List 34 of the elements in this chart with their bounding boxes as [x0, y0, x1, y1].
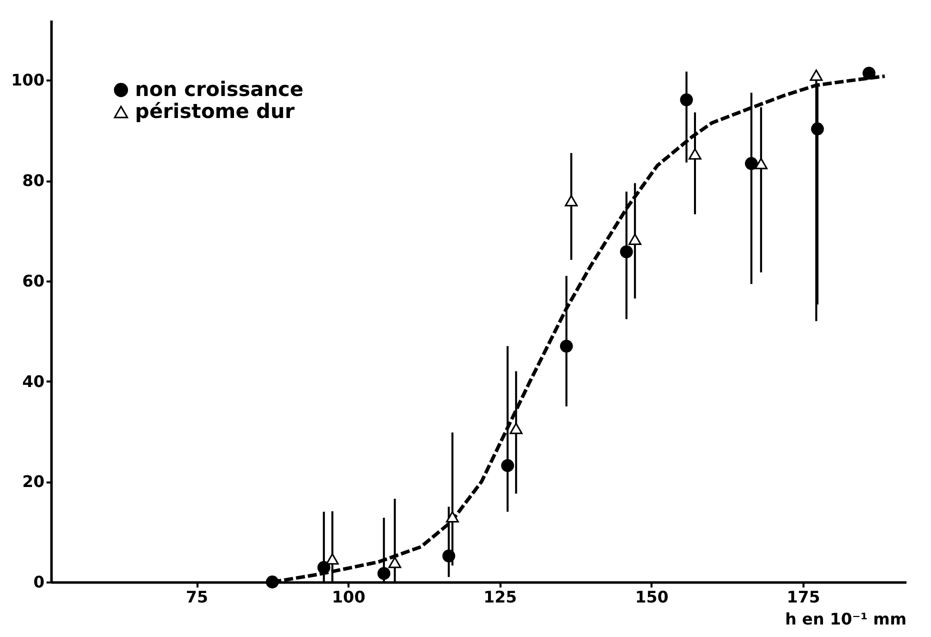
- point: [754, 158, 768, 170]
- y-tick-label: 20: [22, 472, 44, 492]
- x-tick-label: 150: [635, 588, 669, 606]
- point: [744, 157, 758, 170]
- y-tick-label: 100: [11, 70, 44, 90]
- point: [811, 122, 824, 136]
- point: [377, 567, 390, 580]
- x-tick-label: 125: [484, 588, 517, 606]
- x-tick-label: 100: [332, 588, 366, 606]
- x-tick-label: 75: [186, 588, 208, 606]
- point: [446, 511, 459, 522]
- point: [620, 245, 633, 258]
- point: [501, 459, 514, 472]
- point: [560, 340, 573, 353]
- x-axis-title: h en 10⁻¹ mm: [785, 610, 906, 628]
- point: [810, 70, 823, 81]
- point: [688, 148, 702, 160]
- y-tick-label: 60: [22, 271, 44, 290]
- point: [564, 194, 578, 206]
- legend-label: péristome dur: [135, 99, 295, 123]
- point: [680, 93, 693, 106]
- point: [628, 234, 642, 245]
- point: [266, 576, 279, 588]
- point: [442, 549, 456, 562]
- point: [510, 422, 523, 434]
- point: [862, 66, 876, 80]
- legend-label: non croissance: [135, 77, 304, 101]
- point: [326, 553, 339, 565]
- y-tick-label: 80: [22, 171, 44, 190]
- y-tick-label: 40: [22, 372, 44, 391]
- point: [317, 561, 330, 574]
- point: [388, 556, 402, 568]
- y-tick-label: 0: [33, 572, 44, 592]
- x-tick-label: 175: [786, 588, 820, 606]
